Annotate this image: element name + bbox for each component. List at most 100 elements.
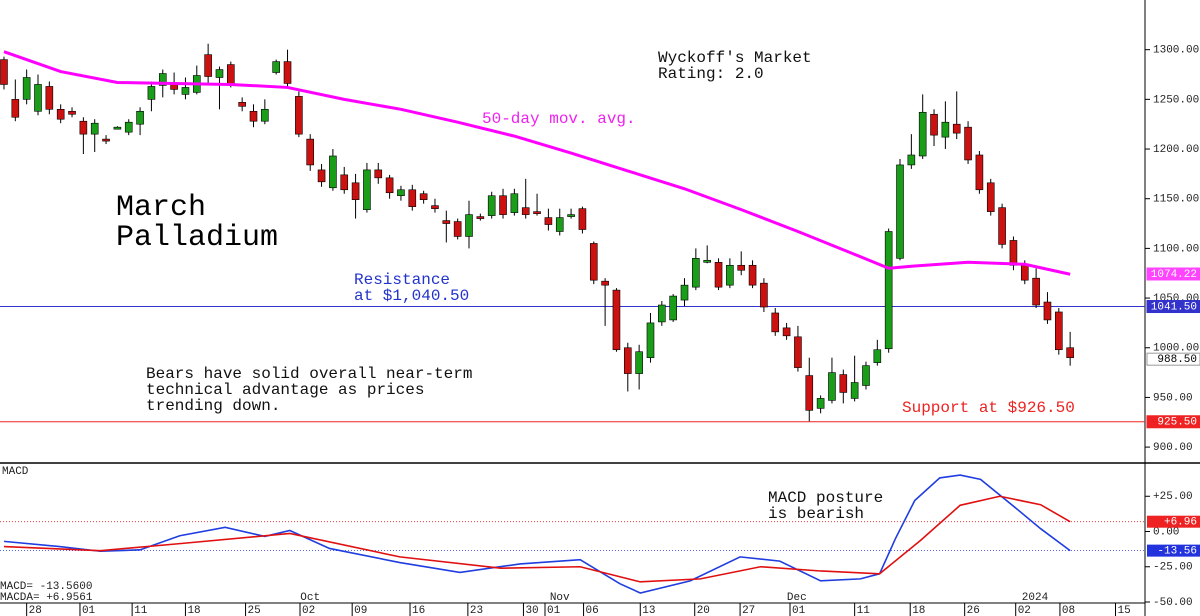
candle-body [907,154,916,166]
candle-body [623,347,632,374]
candle-body [158,73,167,86]
commentary: Bears have solid overall near-term [146,365,472,383]
x-tick-label: 01 [792,605,806,616]
candle-body [465,214,473,237]
candle-body [147,86,156,100]
y-tick-label: 900.00 [1153,442,1193,454]
candle-body [510,193,519,213]
candle-body [646,322,655,358]
month-label: Nov [550,592,570,604]
candle-body [215,69,224,78]
y-tick-label: 1200.00 [1153,144,1199,156]
candle-body [340,174,349,191]
support-note: Support at $926.50 [902,399,1075,417]
candle-body [964,126,972,161]
commentary: trending down. [146,397,280,415]
candle-body [0,59,8,85]
rating: Wyckoff's Market [658,49,812,67]
candle-body [317,169,326,183]
y-tick-label: -25.00 [1153,562,1193,574]
candle-body [975,154,984,191]
macd-note: MACD posture [768,489,883,507]
month-label: 2024 [1022,592,1049,604]
value-box-label: +6.96 [1164,517,1197,529]
candle-body [884,231,893,350]
candle-body [295,96,303,135]
candle-body [397,189,405,197]
candle-body [703,260,711,263]
candle-body [1054,311,1063,351]
x-tick-label: 09 [354,605,367,616]
candle-body [521,207,530,215]
x-tick-label: 11 [857,605,871,616]
candle-body [839,374,848,393]
candle-body [136,110,144,125]
candle-body [1043,301,1052,321]
candle-body [680,284,689,301]
candle-body [272,61,280,73]
price-label-box [1146,300,1200,314]
candle-body [533,211,541,214]
candle-body [952,123,961,134]
candle-body [487,195,496,216]
macd-readout: MACD= -13.5600 [0,581,92,593]
candle-body [45,86,54,110]
y-tick-label: 950.00 [1153,392,1193,404]
macd-note: is bearish [768,505,864,523]
y-tick-label: 1000.00 [1153,343,1199,355]
candle-body [771,312,780,333]
price-label: 988.50 [1157,354,1197,366]
candle-body [283,61,292,84]
y-tick-label: -50.00 [1153,597,1193,609]
candle-body [737,264,746,271]
candle-body [567,214,575,217]
candle-body [669,295,677,321]
x-tick-label: 16 [412,605,425,616]
x-tick-label: 18 [912,605,925,616]
candle-body [453,221,462,237]
candle-body [34,84,42,112]
candle-body [635,351,643,374]
macd-line [3,474,1071,594]
y-tick-label: 1100.00 [1153,243,1199,255]
x-tick-label: 11 [134,605,148,616]
candle-body [986,182,995,212]
x-tick-label: 20 [697,605,710,616]
candle-body [79,120,88,135]
candle-body [794,336,802,368]
chart-title: March [116,191,206,225]
x-tick-label: 01 [547,605,561,616]
candle-body [227,64,235,85]
candle-body [306,138,315,166]
x-tick-label: 15 [1118,605,1131,616]
candle-body [113,126,122,130]
x-tick-label: 25 [248,605,261,616]
candle-body [124,121,133,133]
x-tick-label: 06 [586,605,599,616]
x-tick-label: 01 [82,605,96,616]
candle-body [589,243,598,281]
macd-readout: MACDA= +6.9561 [0,592,93,604]
candle-body [1066,347,1074,358]
candle-body [544,217,553,225]
candle-body [998,207,1006,245]
candle-body [68,110,76,115]
candle-body [56,108,65,120]
candle-body [261,108,269,122]
candle-body [760,282,768,308]
candle-body [351,182,360,201]
y-tick-label: 0.00 [1153,526,1179,538]
candle-body [805,375,814,411]
candle-body [431,205,439,209]
month-label: Oct [300,592,320,604]
moving-average [3,50,1071,276]
candle-body [658,304,666,323]
candle-body [476,216,485,219]
price-label: 1074.22 [1151,269,1197,281]
price-label: 925.50 [1157,417,1197,429]
macd-line [3,495,1071,583]
candle-body [782,327,791,337]
candle-body [692,258,700,288]
